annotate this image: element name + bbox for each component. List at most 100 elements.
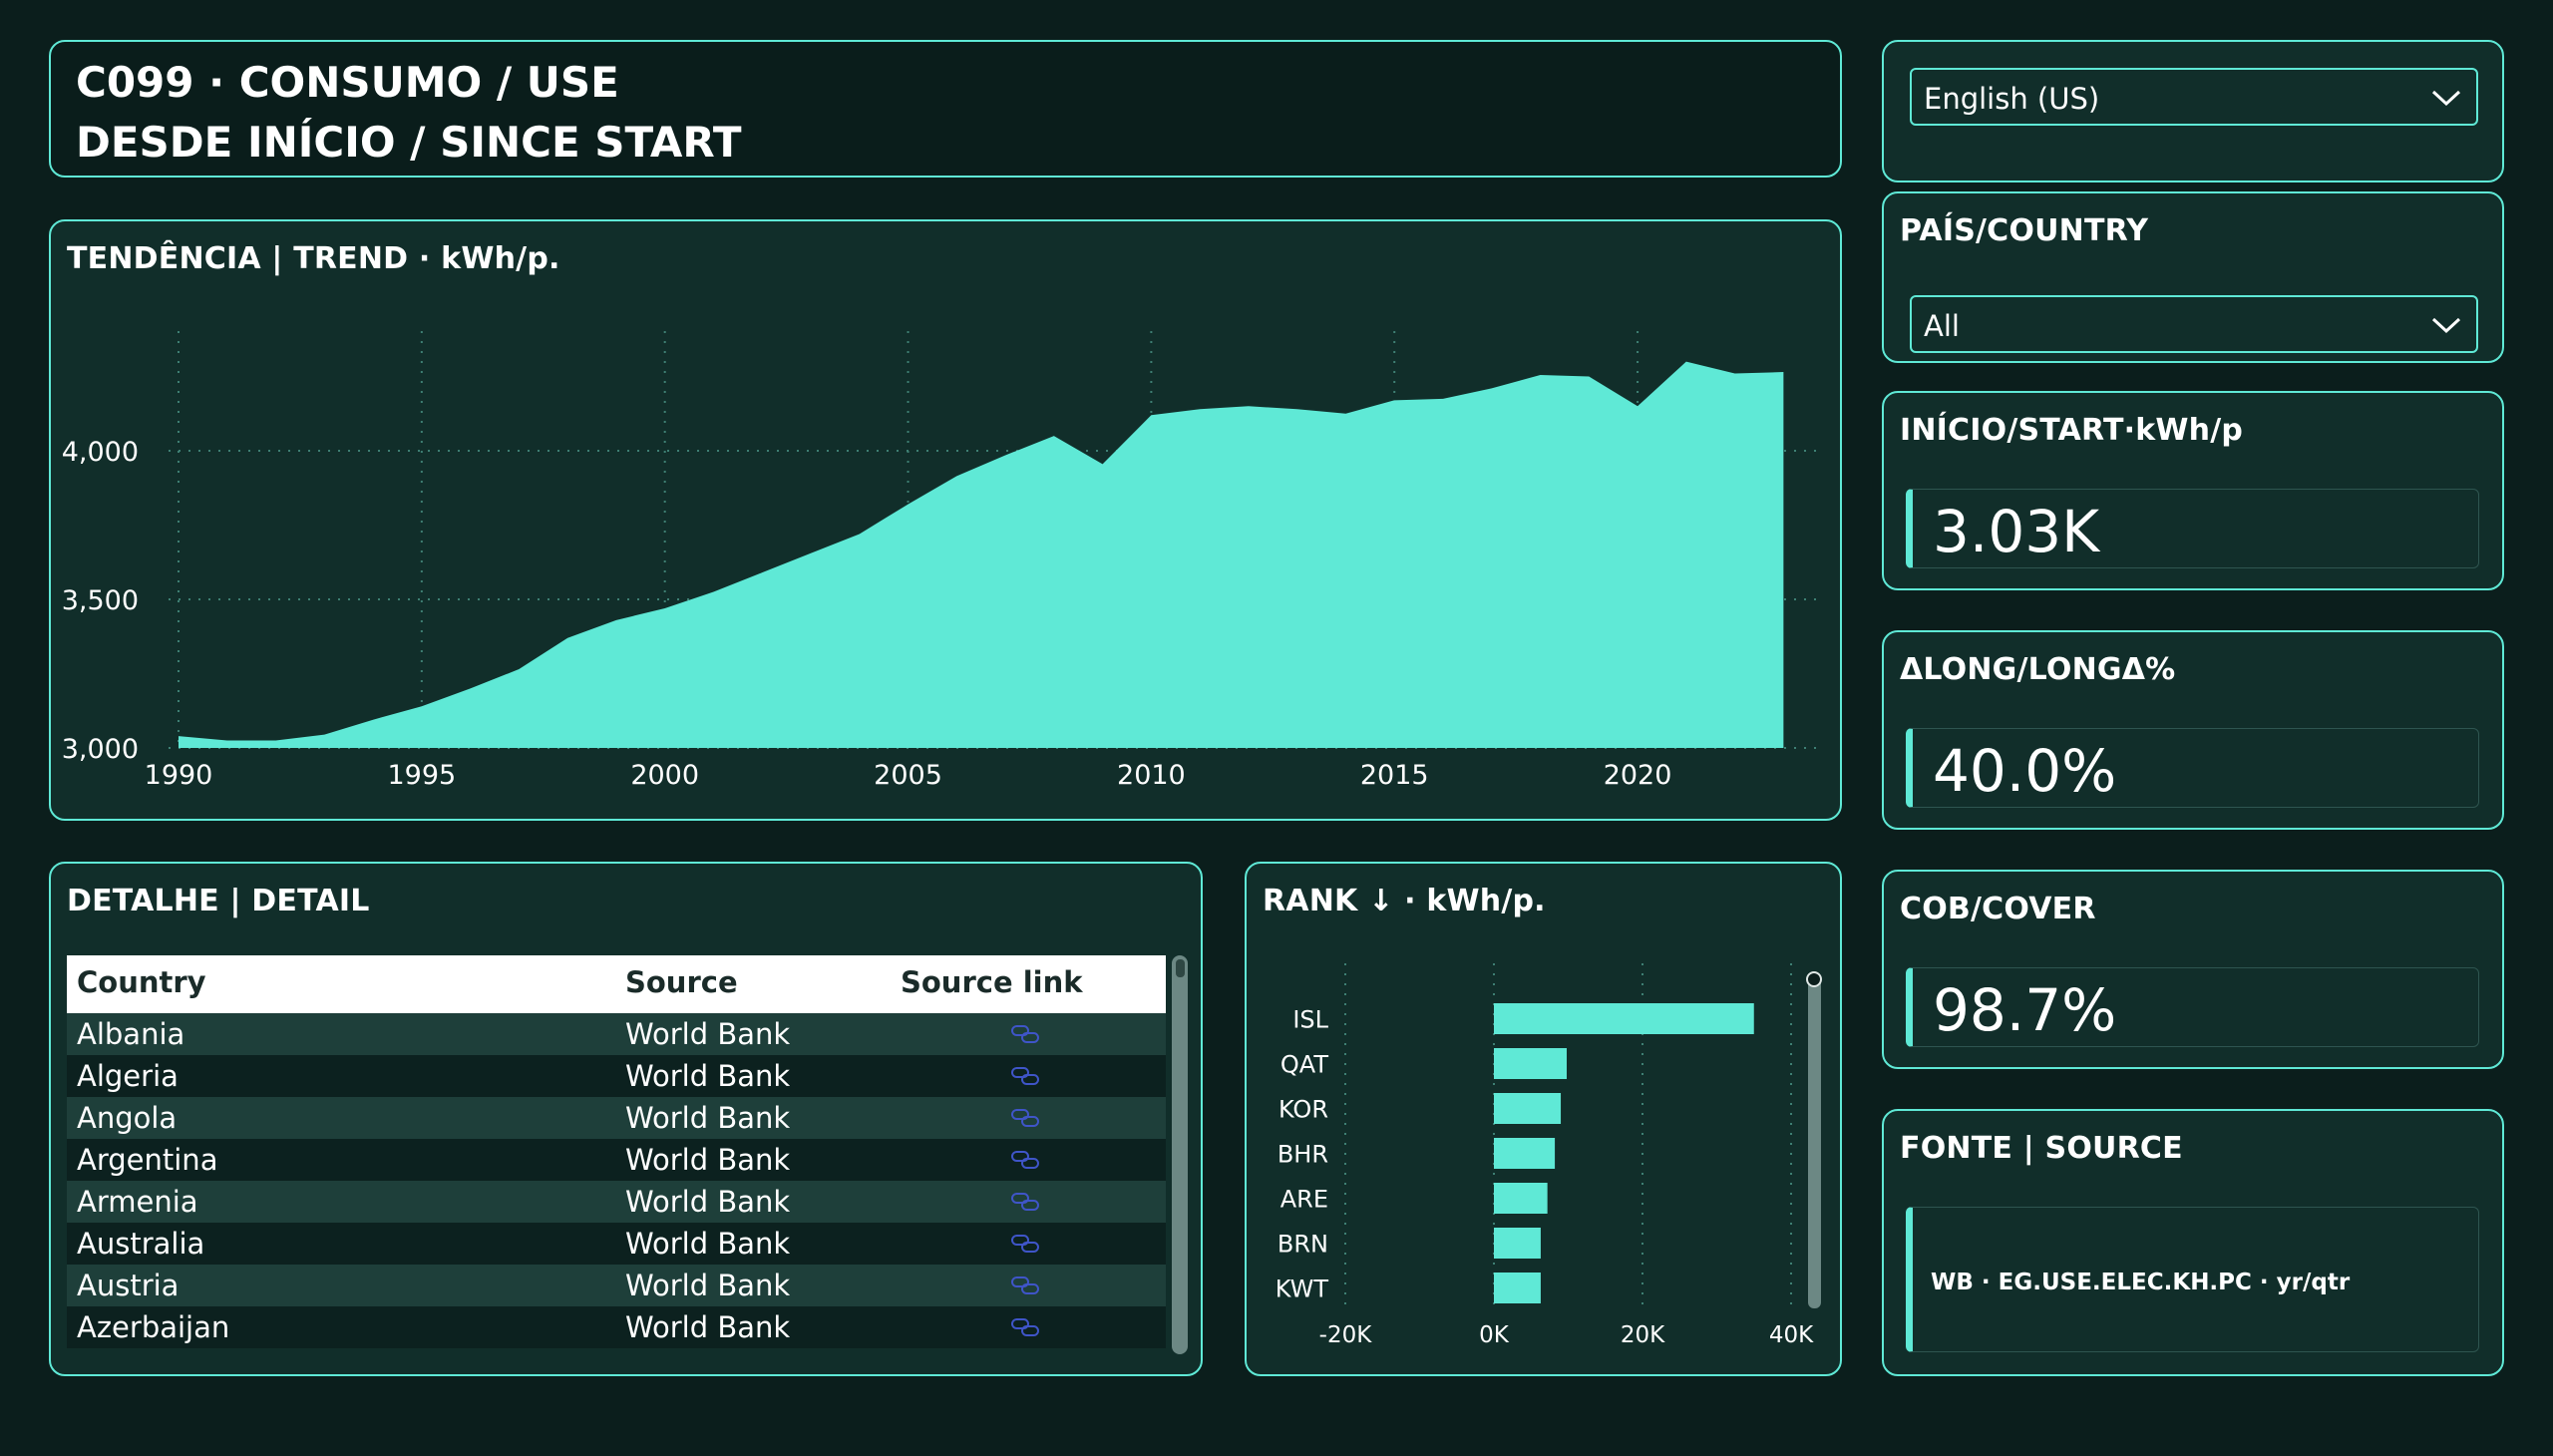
header-country[interactable]: Country [77,965,206,999]
report-header: C099 · CONSUMO / USE DESDE INÍCIO / SINC… [49,40,1842,178]
cell-source: World Bank [625,1185,791,1219]
table-scrollbar-thumb[interactable] [1176,959,1185,977]
kpi-source-card: WB · EG.USE.ELEC.KH.PC · yr/qtr [1906,1207,2479,1352]
cell-source: World Bank [625,1227,791,1261]
cell-country: Armenia [77,1185,198,1219]
trend-chart: 3,000 3,500 4,000 1990 1995 2000 2005 2010 2015 2… [62,331,1816,791]
table-row[interactable]: Albania World Bank [67,1013,1166,1055]
rank-bar [1494,1003,1754,1034]
cell-source: World Bank [625,1310,791,1344]
cell-source: World Bank [625,1101,791,1135]
rank-bar [1494,1138,1556,1169]
language-panel: English (US) [1882,40,2504,182]
x-tick-label: 2015 [1360,760,1429,791]
cell-source: World Bank [625,1017,791,1051]
header-source[interactable]: Source [625,965,738,999]
trend-area [179,361,1784,748]
category-label: KOR [1278,1096,1328,1124]
x-tick-label: 1990 [145,760,213,791]
link-icon[interactable] [1010,1023,1040,1045]
kpi-source-value: WB · EG.USE.ELEC.KH.PC · yr/qtr [1931,1270,2351,1295]
table-body: Albania World Bank Algeria World Bank Angola… [67,1013,1166,1348]
link-icon[interactable] [1010,1191,1040,1213]
kpi-cover-card: 98.7% [1906,967,2479,1047]
category-label: KWT [1276,1275,1329,1303]
link-icon[interactable] [1010,1274,1040,1296]
table-header: Country Source Source link [67,955,1166,1013]
table-row[interactable]: Austria World Bank [67,1265,1166,1306]
table-row[interactable]: Argentina World Bank [67,1139,1166,1181]
category-label: ARE [1280,1186,1328,1214]
cell-country: Austria [77,1269,180,1302]
kpi-start-panel: INÍCIO/START·kWh/p 3.03K [1882,391,2504,590]
cell-country: Argentina [77,1143,218,1177]
cell-country: Algeria [77,1059,179,1093]
cell-source: World Bank [625,1269,791,1302]
report-title: C099 · CONSUMO / USE [76,58,619,107]
cell-country: Azerbaijan [77,1310,230,1344]
cell-source: World Bank [625,1059,791,1093]
kpi-source-panel: FONTE | SOURCE WB · EG.USE.ELEC.KH.PC · … [1882,1109,2504,1376]
trend-chart-title: TENDÊNCIA | TREND · kWh/p. [67,241,560,276]
detail-table-title: DETALHE | DETAIL [67,884,370,918]
header-source-link[interactable]: Source link [901,965,1083,999]
cell-source: World Bank [625,1143,791,1177]
table-row[interactable]: Algeria World Bank [67,1055,1166,1097]
kpi-cover-title: COB/COVER [1900,892,2096,926]
link-icon[interactable] [1010,1316,1040,1338]
category-label: BHR [1277,1141,1328,1169]
link-icon[interactable] [1010,1065,1040,1087]
table-row[interactable]: Australia World Bank [67,1223,1166,1265]
x-tick-label: 40K [1769,1322,1814,1348]
kpi-delta-card: 40.0% [1906,728,2479,808]
rank-chart: ISL QAT KOR BHR ARE BRN KWT -20K 0K 20K 40K [1276,963,1822,1348]
x-tick-label: -20K [1319,1322,1373,1348]
kpi-start-card: 3.03K [1906,489,2479,568]
language-dropdown[interactable]: English (US) [1910,68,2478,126]
chevron-down-icon [2431,317,2461,334]
kpi-delta-panel: ΔLONG/LONGΔ% 40.0% [1882,630,2504,830]
report-subtitle: DESDE INÍCIO / SINCE START [76,118,742,167]
rank-bar [1494,1273,1541,1303]
cell-country: Albania [77,1017,185,1051]
x-tick-label: 0K [1479,1322,1510,1348]
x-tick-label: 1995 [387,760,456,791]
y-tick-label: 4,000 [62,437,139,468]
category-label: QAT [1280,1051,1328,1079]
rank-bar [1494,1183,1548,1214]
trend-chart-panel: TENDÊNCIA | TREND · kWh/p. 3,000 3,500 4,0… [49,219,1842,821]
country-filter-panel: PAÍS/COUNTRY All [1882,191,2504,363]
rank-chart-panel: RANK ↓ · kWh/p. ISL QAT KOR BHR ARE BRN KWT -20… [1245,862,1842,1376]
language-value: English (US) [1924,82,2100,116]
kpi-delta-value: 40.0% [1933,737,2117,805]
x-tick-label: 2020 [1604,760,1672,791]
kpi-delta-title: ΔLONG/LONGΔ% [1900,652,2176,687]
x-tick-label: 20K [1621,1322,1665,1348]
link-icon[interactable] [1010,1233,1040,1255]
table-row[interactable]: Azerbaijan World Bank [67,1306,1166,1348]
kpi-start-value: 3.03K [1933,498,2100,565]
table-row[interactable]: Angola World Bank [67,1097,1166,1139]
x-tick-label: 2005 [874,760,942,791]
rank-chart-title: RANK ↓ · kWh/p. [1263,884,1546,918]
country-dropdown[interactable]: All [1910,295,2478,353]
chevron-down-icon [2431,90,2461,107]
kpi-source-title: FONTE | SOURCE [1900,1131,2183,1166]
kpi-cover-panel: COB/COVER 98.7% [1882,870,2504,1069]
cell-country: Angola [77,1101,178,1135]
rank-bar [1494,1093,1562,1124]
link-icon[interactable] [1010,1107,1040,1129]
country-filter-title: PAÍS/COUNTRY [1900,213,2149,248]
category-label: ISL [1292,1006,1328,1034]
category-label: BRN [1277,1231,1328,1259]
cell-country: Australia [77,1227,205,1261]
rank-scrollbar[interactable] [1808,973,1821,1308]
table-row[interactable]: Armenia World Bank [67,1181,1166,1223]
x-tick-label: 2000 [630,760,699,791]
rank-bar [1494,1048,1568,1079]
kpi-start-title: INÍCIO/START·kWh/p [1900,413,2244,448]
rank-scrollbar-handle[interactable] [1806,971,1822,987]
table-scrollbar[interactable] [1172,955,1188,1354]
link-icon[interactable] [1010,1149,1040,1171]
kpi-cover-value: 98.7% [1933,976,2117,1044]
